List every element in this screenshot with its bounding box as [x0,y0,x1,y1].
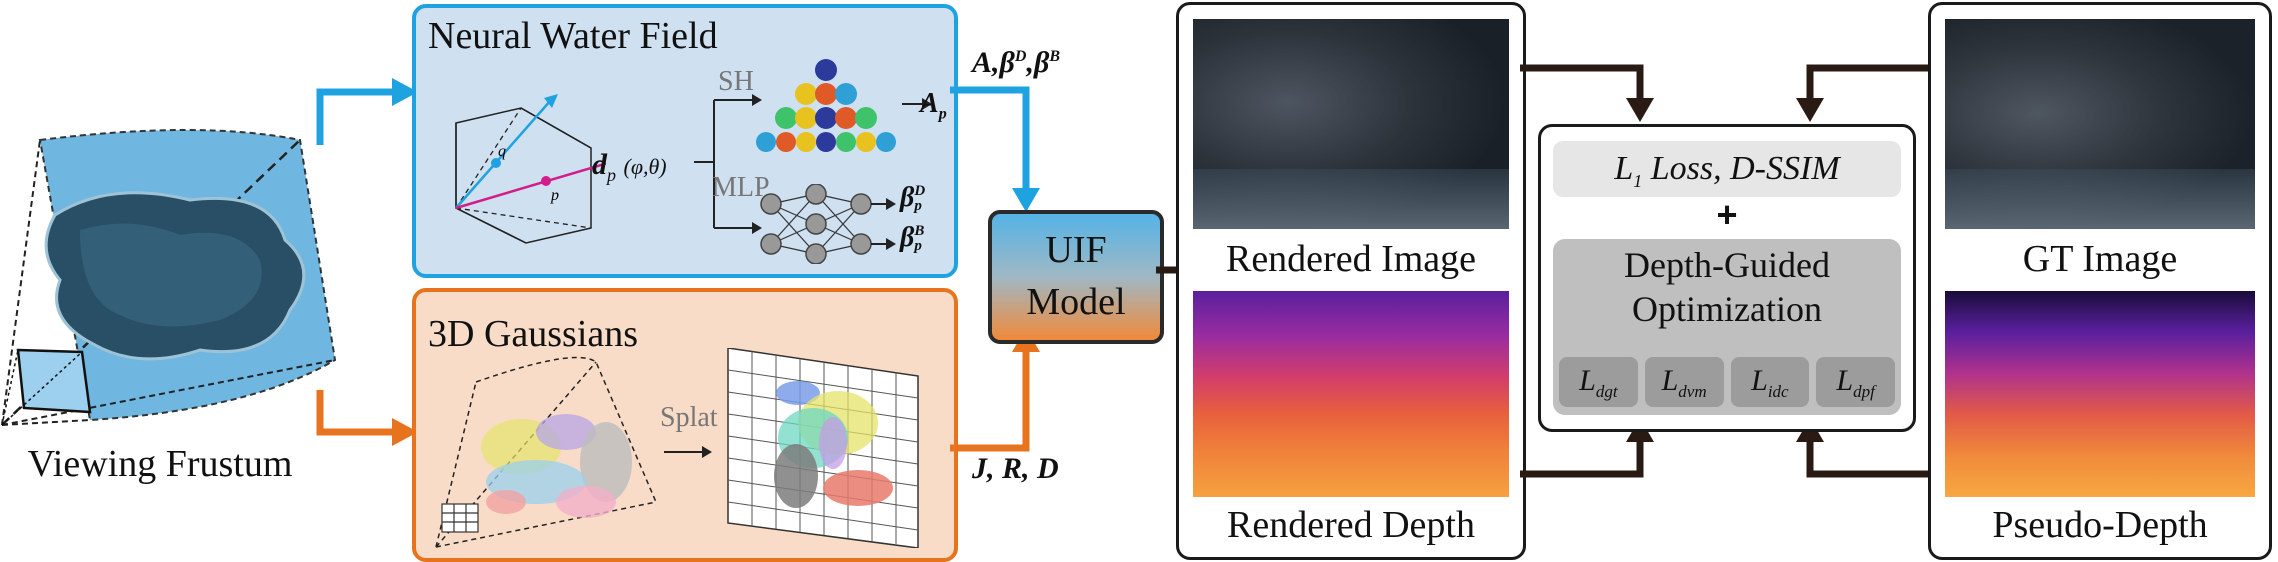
dgo-line2: Optimization [1632,289,1822,329]
loss-term-dvm: Ldvm [1644,357,1724,407]
beta-d-subscript: p [914,198,922,214]
direction-symbol: d [592,148,607,181]
gaussians-title: 3D Gaussians [428,313,639,355]
plus-sign: + [1716,194,1738,235]
gt-panel: GT Image Pseudo-Depth [1928,2,2272,560]
pseudo-depth-label: Pseudo-Depth [1992,504,2208,546]
loss-term-dpf-sub: dpf [1853,382,1875,401]
q-point-label: q [498,143,506,160]
loss-term-idc-sub: idc [1767,382,1789,401]
viewing-frustum [0,120,360,440]
loss-panel: L1 Loss, D-SSIM + Depth-Guided Optimizat… [1538,124,1916,432]
loss-term-dgt: Ldgt [1559,357,1638,407]
sh-output-arrow [902,98,932,110]
loss-term-dvm-L: L [1661,364,1679,397]
direction-label: dp (φ,θ) [592,148,667,186]
l1-suffix: Loss, D-SSIM [1642,150,1840,187]
rendered-depth [1193,291,1509,497]
gaussians-panel: 3D Gaussians Splat [412,288,958,562]
l1-loss-box: L1 Loss, D-SSIM [1553,141,1901,197]
p-point-label: p [550,187,559,204]
uif-line2: Model [1026,281,1126,323]
rendered-depth-label: Rendered Depth [1227,504,1475,546]
beta-b-superscript: B [914,223,925,239]
branch-bracket [694,94,762,234]
neural-water-field-title: Neural Water Field [428,15,718,57]
direction-cube: q p [455,94,606,244]
water-params-sup-b: B [1049,48,1060,65]
loss-term-dgt-L: L [1579,364,1596,397]
frustum-arrows [316,78,418,446]
rendered-image-label: Rendered Image [1225,238,1477,280]
l1-prefix: L [1614,150,1634,187]
l1-subscript: 1 [1633,170,1643,191]
splat-image-grid [727,348,919,548]
gaussians-illustration [435,356,657,548]
loss-term-dgt-sub: dgt [1595,382,1618,401]
uif-line1: UIF [1045,229,1107,271]
direction-args: (φ,θ) [623,154,667,179]
water-params-a-beta: A,β [972,46,1015,79]
beta-d-symbol: β [900,182,915,213]
loss-term-dpf: Ldpf [1816,357,1895,407]
rendered-panel: Rendered Image Rendered Depth [1176,2,1526,560]
loss-term-dpf-L: L [1836,364,1854,397]
mlp-label: MLP [712,172,770,203]
sh-label: SH [718,66,754,97]
beta-d-superscript: D [914,183,926,199]
water-params-sup-d: D [1014,48,1027,65]
splat-arrow [664,446,712,458]
gt-image-label: GT Image [2022,238,2178,280]
depth-guided-box: Depth-Guided Optimization Ldgt Ldvm Lidc… [1553,239,1901,415]
uif-model-box: UIF Model [988,210,1164,344]
beta-b-symbol: β [900,222,915,253]
sh-basis-pyramid [756,59,896,152]
dgo-line1: Depth-Guided [1624,245,1830,285]
loss-term-dvm-sub: dvm [1678,382,1707,401]
mlp-network [760,184,896,264]
gaussians-params: J, R, D [972,452,1059,485]
loss-terms: Ldgt Ldvm Lidc Ldpf [1559,357,1895,407]
frustum-illustration [1,129,337,426]
beta-b-subscript: p [914,238,922,254]
a-output-subscript: p [938,105,947,123]
gt-image [1945,19,2255,229]
frustum-label: Viewing Frustum [27,443,293,485]
rendered-image [1193,19,1509,229]
neural-water-field-panel: Neural Water Field q p dp (φ,θ) SH MLP [412,4,958,278]
loss-term-idc: Lidc [1730,357,1810,407]
direction-subscript: p [607,165,616,185]
water-params-separator: , [1026,46,1034,79]
loss-term-idc-L: L [1751,364,1768,397]
pseudo-depth [1945,291,2255,497]
water-field-params: A,βD,βB [972,46,1060,80]
a-output-symbol: A [920,88,939,119]
sh-spheres [756,59,896,152]
splat-label: Splat [660,402,718,433]
a-output: Ap [920,88,947,124]
water-params-beta: β [1033,46,1050,79]
